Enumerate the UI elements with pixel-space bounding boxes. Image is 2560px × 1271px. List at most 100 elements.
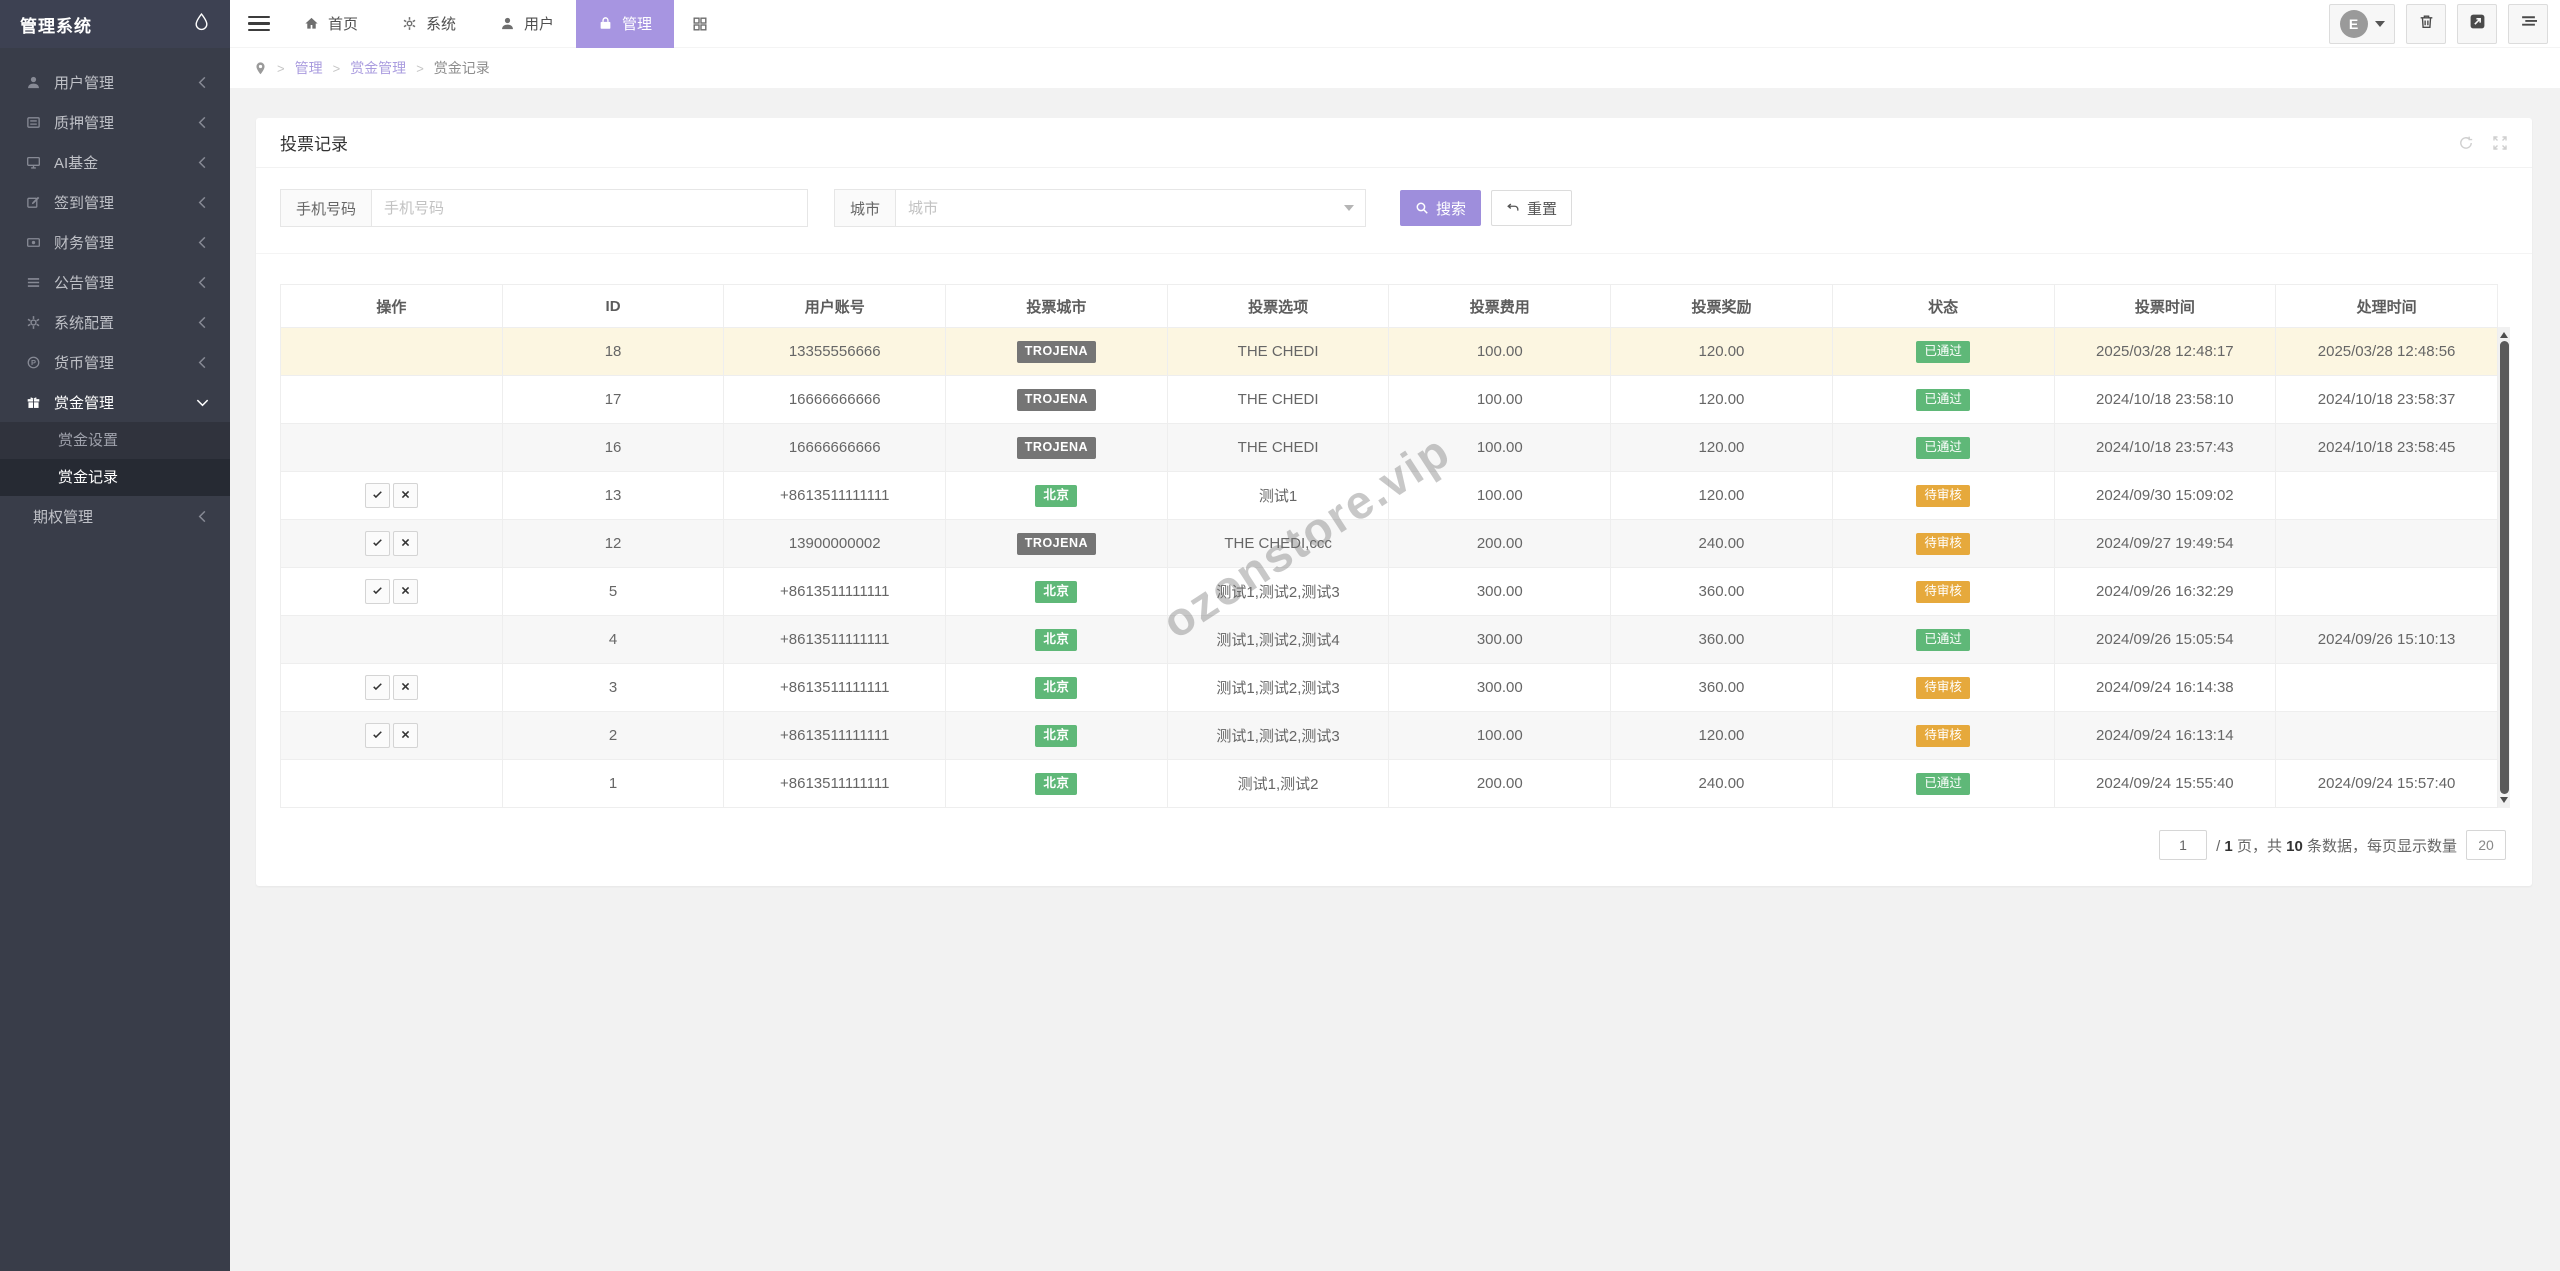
reject-button[interactable] xyxy=(392,723,418,748)
sidebar-item-label: 质押管理 xyxy=(54,114,115,132)
chevron-left-icon xyxy=(195,75,210,90)
approve-button[interactable] xyxy=(364,723,390,748)
phone-input[interactable] xyxy=(372,189,809,227)
sidebar-item-7[interactable]: P 货币管理 xyxy=(0,342,230,382)
top-nav-item-0[interactable]: 首页 xyxy=(282,0,380,48)
trash-button[interactable] xyxy=(2406,3,2446,44)
status-cell: 已通过 xyxy=(1831,327,2055,376)
reset-button[interactable]: 重置 xyxy=(1491,190,1573,226)
fee-cell: 100.00 xyxy=(1388,375,1612,424)
op-cell xyxy=(280,759,503,808)
sidebar-submenu: 赏金设置赏金记录 xyxy=(0,422,230,496)
search-button[interactable]: 搜索 xyxy=(1400,190,1482,226)
col-header-7: 状态 xyxy=(1831,284,2055,328)
log-button[interactable] xyxy=(2508,3,2548,44)
bag-icon xyxy=(598,16,613,31)
status-cell: 待审核 xyxy=(1831,663,2055,712)
sidebar-subitem-0[interactable]: 赏金设置 xyxy=(58,432,119,449)
card-tools xyxy=(2458,135,2508,151)
sidebar-item-6[interactable]: 系统配置 xyxy=(0,302,230,342)
grid-apps-icon[interactable] xyxy=(692,16,708,32)
fee-cell: 300.00 xyxy=(1388,615,1612,664)
city-badge: TROJENA xyxy=(1016,388,1097,411)
sidebar-item-label: 签到管理 xyxy=(54,194,115,212)
sidebar-item-8[interactable]: 赏金管理 xyxy=(0,382,230,422)
vote-time-cell: 2024/09/26 15:05:54 xyxy=(2053,615,2277,664)
city-select[interactable] xyxy=(896,189,1367,227)
user-menu-button[interactable]: E xyxy=(2329,3,2395,44)
id-cell: 2 xyxy=(501,711,725,760)
page-input[interactable] xyxy=(2159,830,2208,860)
top-nav-item-1[interactable]: 系统 xyxy=(380,0,478,48)
city-cell: 北京 xyxy=(945,711,1168,760)
scroll-down-icon[interactable] xyxy=(2500,797,2508,803)
account-cell: 16666666666 xyxy=(723,423,947,472)
chevron-left-icon xyxy=(195,195,210,210)
sidebar-item-2[interactable]: AI基金 xyxy=(0,142,230,182)
scrollbar-thumb[interactable] xyxy=(2499,341,2509,794)
pagination-text: / 1 页，共 10 条数据，每页显示数量 xyxy=(2216,837,2457,855)
process-time-cell: 2024/10/18 23:58:45 xyxy=(2275,423,2498,472)
chevron-left-icon xyxy=(195,115,210,130)
col-header-0: 操作 xyxy=(280,284,503,328)
reward-cell: 120.00 xyxy=(1610,423,1833,472)
person-icon xyxy=(500,16,515,31)
reject-button[interactable] xyxy=(392,483,418,508)
process-time-cell xyxy=(2275,567,2498,616)
option-cell: 测试1,测试2,测试4 xyxy=(1166,615,1390,664)
svg-text:P: P xyxy=(31,358,36,367)
card-header: 投票记录 xyxy=(256,118,2532,168)
reject-button[interactable] xyxy=(392,675,418,700)
content: 投票记录 手机号码 xyxy=(230,88,2560,1271)
breadcrumb-item-0[interactable]: 管理 xyxy=(294,60,323,76)
check-icon xyxy=(372,535,383,552)
approve-button[interactable] xyxy=(364,579,390,604)
account-cell: 13900000002 xyxy=(723,519,947,568)
city-label: 城市 xyxy=(834,189,897,227)
option-cell: 测试1,测试2 xyxy=(1166,759,1390,808)
sidebar-subitem-1[interactable]: 赏金记录 xyxy=(0,459,230,496)
breadcrumb-item-1[interactable]: 赏金管理 xyxy=(350,60,407,76)
op-cell xyxy=(280,519,503,568)
reject-button[interactable] xyxy=(392,579,418,604)
table-scrollbar[interactable] xyxy=(2498,327,2510,808)
form-icon xyxy=(26,115,41,130)
col-header-5: 投票费用 xyxy=(1388,284,1612,328)
sidebar-item-9[interactable]: 期权管理 xyxy=(0,496,230,536)
trash-icon xyxy=(2418,13,2435,34)
approve-button[interactable] xyxy=(364,483,390,508)
status-cell: 待审核 xyxy=(1831,711,2055,760)
export-button[interactable] xyxy=(2457,3,2497,44)
check-icon xyxy=(372,487,383,504)
vote-time-cell: 2025/03/28 12:48:17 xyxy=(2053,327,2277,376)
fullscreen-icon[interactable] xyxy=(2492,135,2508,151)
city-cell: TROJENA xyxy=(945,519,1168,568)
process-time-cell xyxy=(2275,471,2498,520)
page-size-input[interactable] xyxy=(2466,830,2506,860)
top-nav-item-3[interactable]: 管理 xyxy=(576,0,675,48)
approve-button[interactable] xyxy=(364,675,390,700)
sidebar-item-3[interactable]: 签到管理 xyxy=(0,182,230,222)
op-cell xyxy=(280,615,503,664)
search-bar: 手机号码 城市 搜索 xyxy=(256,168,2532,254)
sidebar-item-4[interactable]: 财务管理 xyxy=(0,222,230,262)
scroll-up-icon[interactable] xyxy=(2500,332,2508,338)
top-nav-label: 管理 xyxy=(622,16,653,33)
id-cell: 3 xyxy=(501,663,725,712)
sidebar-item-5[interactable]: 公告管理 xyxy=(0,262,230,302)
sidebar-item-1[interactable]: 质押管理 xyxy=(0,102,230,142)
sidebar-item-0[interactable]: 用户管理 xyxy=(0,62,230,102)
sidebar-item-label: 货币管理 xyxy=(54,354,115,372)
x-icon xyxy=(400,487,411,504)
approve-button[interactable] xyxy=(364,531,390,556)
status-cell: 待审核 xyxy=(1831,519,2055,568)
reject-button[interactable] xyxy=(392,531,418,556)
status-badge: 已通过 xyxy=(1916,628,1970,651)
op-cell xyxy=(280,471,503,520)
refresh-icon[interactable] xyxy=(2458,135,2474,151)
fee-cell: 300.00 xyxy=(1388,567,1612,616)
coin-icon: P xyxy=(26,355,41,370)
top-nav-item-2[interactable]: 用户 xyxy=(478,0,576,48)
breadcrumb-separator: > xyxy=(277,60,285,76)
hamburger-icon[interactable] xyxy=(248,12,270,36)
